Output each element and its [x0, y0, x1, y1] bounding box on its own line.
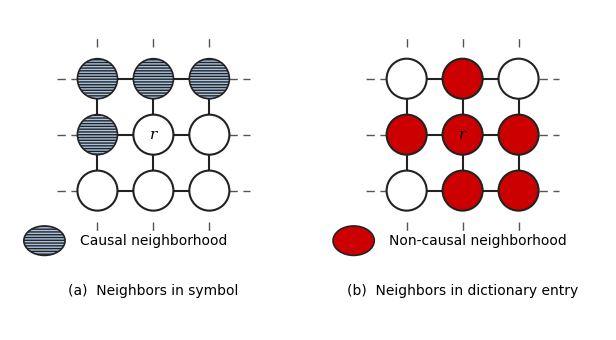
Circle shape	[134, 59, 174, 99]
Circle shape	[78, 171, 118, 211]
Text: (a)  Neighbors in symbol: (a) Neighbors in symbol	[68, 284, 238, 298]
Text: Non-causal neighborhood: Non-causal neighborhood	[389, 234, 567, 248]
Circle shape	[189, 59, 229, 99]
Circle shape	[442, 171, 482, 211]
Circle shape	[134, 171, 174, 211]
Circle shape	[387, 115, 427, 155]
Circle shape	[134, 115, 174, 155]
Circle shape	[387, 171, 427, 211]
Circle shape	[78, 115, 118, 155]
Circle shape	[189, 115, 229, 155]
Text: r: r	[459, 128, 466, 142]
Text: Causal neighborhood: Causal neighborhood	[80, 234, 227, 248]
Circle shape	[189, 171, 229, 211]
Circle shape	[387, 59, 427, 99]
Circle shape	[498, 171, 538, 211]
Circle shape	[78, 59, 118, 99]
Circle shape	[442, 59, 482, 99]
Circle shape	[498, 59, 538, 99]
Text: (b)  Neighbors in dictionary entry: (b) Neighbors in dictionary entry	[347, 284, 578, 298]
Circle shape	[498, 115, 538, 155]
Ellipse shape	[24, 226, 65, 255]
Circle shape	[442, 115, 482, 155]
Text: r: r	[150, 128, 157, 142]
Ellipse shape	[333, 226, 375, 255]
